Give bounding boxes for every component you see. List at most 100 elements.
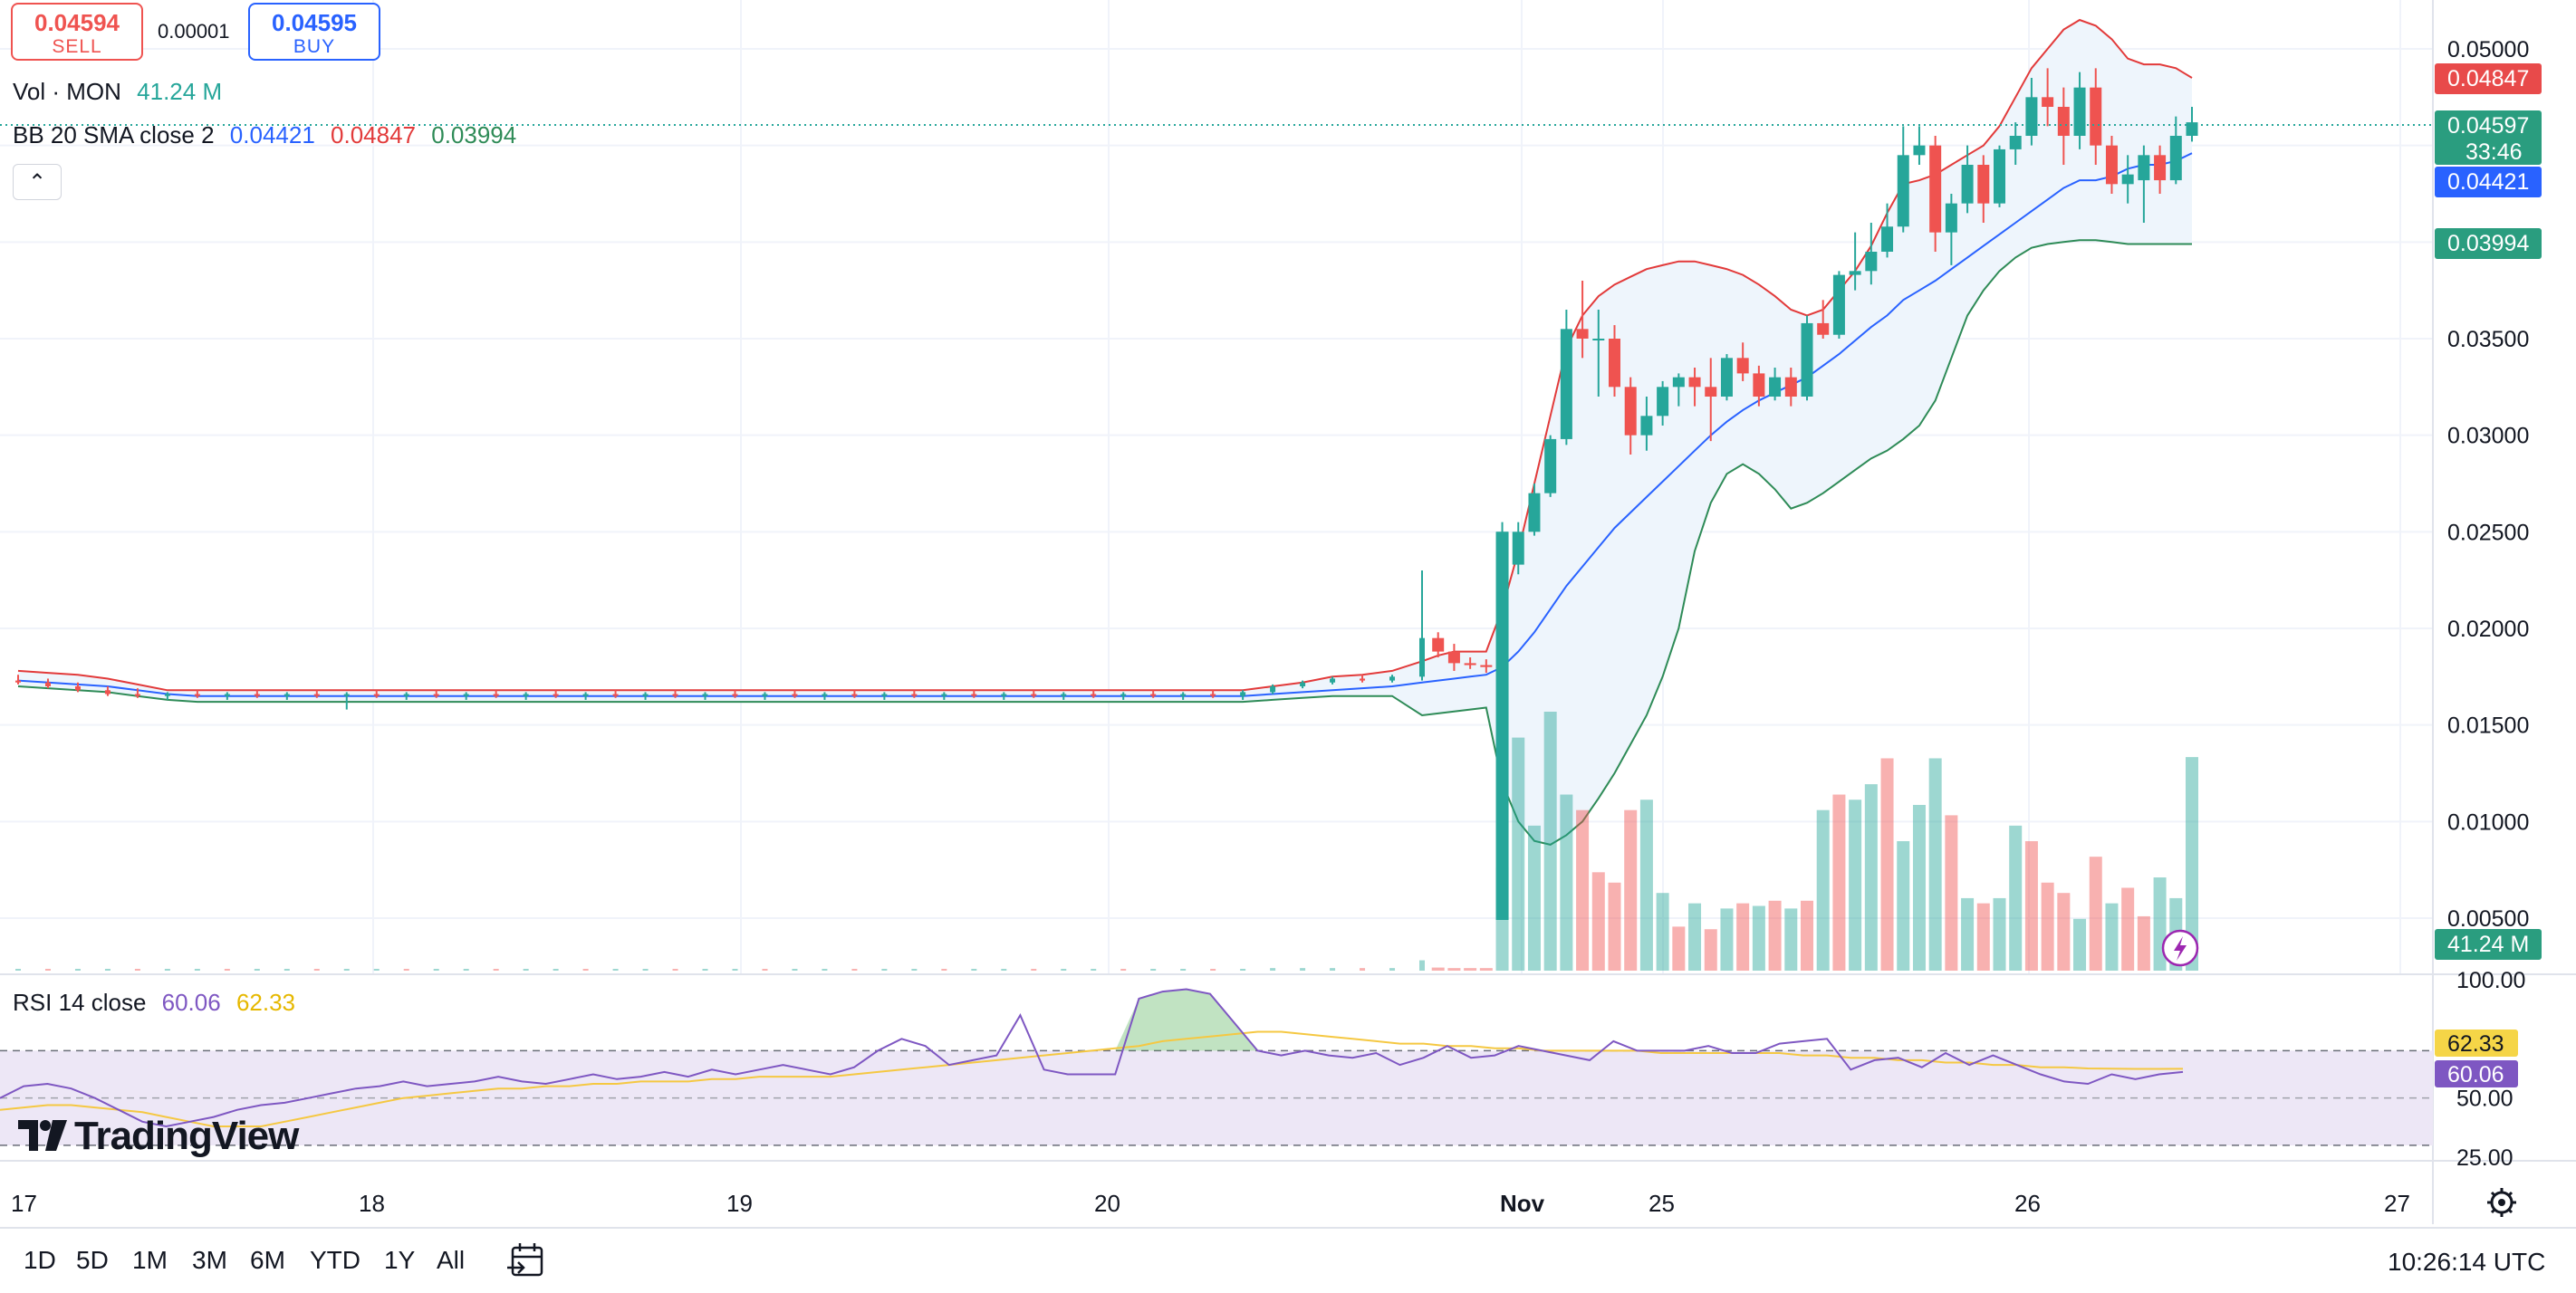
- candle: [1001, 692, 1007, 700]
- candle-body: [1784, 377, 1797, 397]
- range-button-ytd[interactable]: YTD: [310, 1246, 360, 1274]
- candle-body: [1769, 377, 1782, 397]
- candle-body: [1560, 329, 1572, 439]
- time-axis-label: Nov: [1500, 1190, 1545, 1217]
- range-button-all[interactable]: All: [437, 1246, 466, 1274]
- volume-bar: [1576, 809, 1590, 971]
- candle-body: [2154, 155, 2167, 181]
- candle: [403, 692, 409, 700]
- candle-body: [1881, 226, 1894, 252]
- volume-bars: [15, 712, 2198, 971]
- candle-body: [881, 694, 888, 696]
- lightning-icon[interactable]: [2161, 929, 2199, 967]
- candle-body: [1977, 165, 1990, 204]
- candle-body: [2169, 136, 2182, 181]
- volume-bar: [1180, 969, 1187, 971]
- volume-bar: [1784, 908, 1798, 971]
- lower-band-tag-text: 0.03994: [2447, 231, 2529, 256]
- volume-bar: [582, 969, 589, 971]
- candle: [1180, 692, 1187, 700]
- tradingview-logo[interactable]: TradingView: [18, 1114, 299, 1159]
- range-button-1d[interactable]: 1D: [24, 1246, 56, 1274]
- candle-body: [284, 694, 290, 696]
- candle: [1360, 675, 1366, 683]
- candle: [1832, 271, 1845, 339]
- candle: [164, 692, 170, 700]
- candle-body: [1495, 532, 1509, 920]
- candle: [1929, 136, 1942, 252]
- candle-body: [1913, 145, 1926, 156]
- gear-icon[interactable]: [2487, 1188, 2516, 1217]
- collapse-legend-button[interactable]: ⌃: [13, 164, 62, 200]
- time-axis[interactable]: 17 18 19 20 Nov 25 26 27: [11, 1190, 2410, 1217]
- rsi-legend-ma: 62.33: [235, 989, 296, 1016]
- candle: [1592, 310, 1605, 397]
- candle-body: [1705, 387, 1717, 397]
- rsi-legend-label: RSI 14 close: [13, 989, 147, 1016]
- candle-body: [224, 694, 230, 696]
- candle: [971, 690, 977, 698]
- volume-bar: [1752, 905, 1765, 971]
- candle: [1495, 532, 1509, 920]
- candle-body: [762, 694, 768, 696]
- range-button-1m[interactable]: 1M: [132, 1246, 168, 1274]
- candle: [1736, 342, 1749, 381]
- volume-bar: [1639, 800, 1653, 971]
- candle: [343, 692, 350, 710]
- candle-body: [1897, 155, 1909, 227]
- rsi-value-tag-bg: [2435, 1060, 2518, 1087]
- range-button-3m[interactable]: 3M: [192, 1246, 227, 1274]
- volume-bar: [1431, 967, 1445, 971]
- candle: [1657, 380, 1669, 426]
- upper-band-tag-text: 0.04847: [2447, 66, 2529, 91]
- bb-legend[interactable]: BB 20 SMA close 2 0.04421 0.04847 0.0399…: [13, 121, 525, 149]
- candle-body: [1330, 678, 1336, 683]
- volume-bar: [313, 969, 320, 971]
- rsi-axis-label: 100.00: [2456, 968, 2525, 993]
- candle: [74, 682, 81, 693]
- volume-legend-value: 41.24 M: [137, 78, 223, 105]
- bb-legend-label: BB 20 SMA close 2: [13, 121, 215, 148]
- volume-legend[interactable]: Vol · MON 41.24 M: [13, 78, 231, 106]
- volume-bar: [1688, 903, 1702, 971]
- volume-bar: [1150, 969, 1157, 971]
- volume-bar: [612, 969, 619, 971]
- chevron-up-icon: ⌃: [27, 170, 47, 195]
- calendar-goto-icon[interactable]: [507, 1243, 543, 1277]
- candle: [762, 692, 768, 700]
- rsi-value-tag-text: 60.06: [2447, 1062, 2504, 1087]
- candle: [1865, 223, 1878, 285]
- sell-button[interactable]: 0.04594 SELL: [11, 3, 143, 61]
- candle-body: [1512, 532, 1524, 565]
- candle: [1945, 194, 1957, 265]
- volume-bar: [15, 969, 21, 971]
- candle-body: [2186, 122, 2198, 136]
- price-axis-label: 0.02000: [2447, 617, 2529, 642]
- volume-bar: [2089, 857, 2102, 971]
- volume-tag: 41.24 M: [2435, 929, 2542, 960]
- candle-body: [1210, 694, 1216, 696]
- volume-bar: [1591, 872, 1605, 971]
- utc-clock[interactable]: 10:26:14 UTC: [2388, 1248, 2546, 1276]
- volume-bar: [1816, 809, 1830, 971]
- candle: [2057, 87, 2070, 165]
- candle: [1560, 310, 1572, 445]
- candle: [1897, 126, 1909, 233]
- buy-button[interactable]: 0.04595 BUY: [248, 3, 380, 61]
- candle-body: [2009, 136, 2022, 149]
- volume-bar: [1512, 737, 1525, 971]
- range-button-6m[interactable]: 6M: [250, 1246, 285, 1274]
- candle-body: [1091, 694, 1097, 696]
- candle-body: [493, 694, 499, 696]
- rsi-legend[interactable]: RSI 14 close 60.06 62.33: [13, 989, 304, 1017]
- candle: [2138, 145, 2150, 223]
- candle-body: [2057, 107, 2070, 136]
- candle-body: [1592, 339, 1605, 340]
- candle: [1609, 325, 1620, 397]
- volume-bar: [1912, 804, 1926, 971]
- candle-body: [44, 682, 51, 686]
- range-button-5d[interactable]: 5D: [76, 1246, 109, 1274]
- rsi-ma-line: [0, 1030, 2184, 1127]
- range-button-1y[interactable]: 1Y: [384, 1246, 416, 1274]
